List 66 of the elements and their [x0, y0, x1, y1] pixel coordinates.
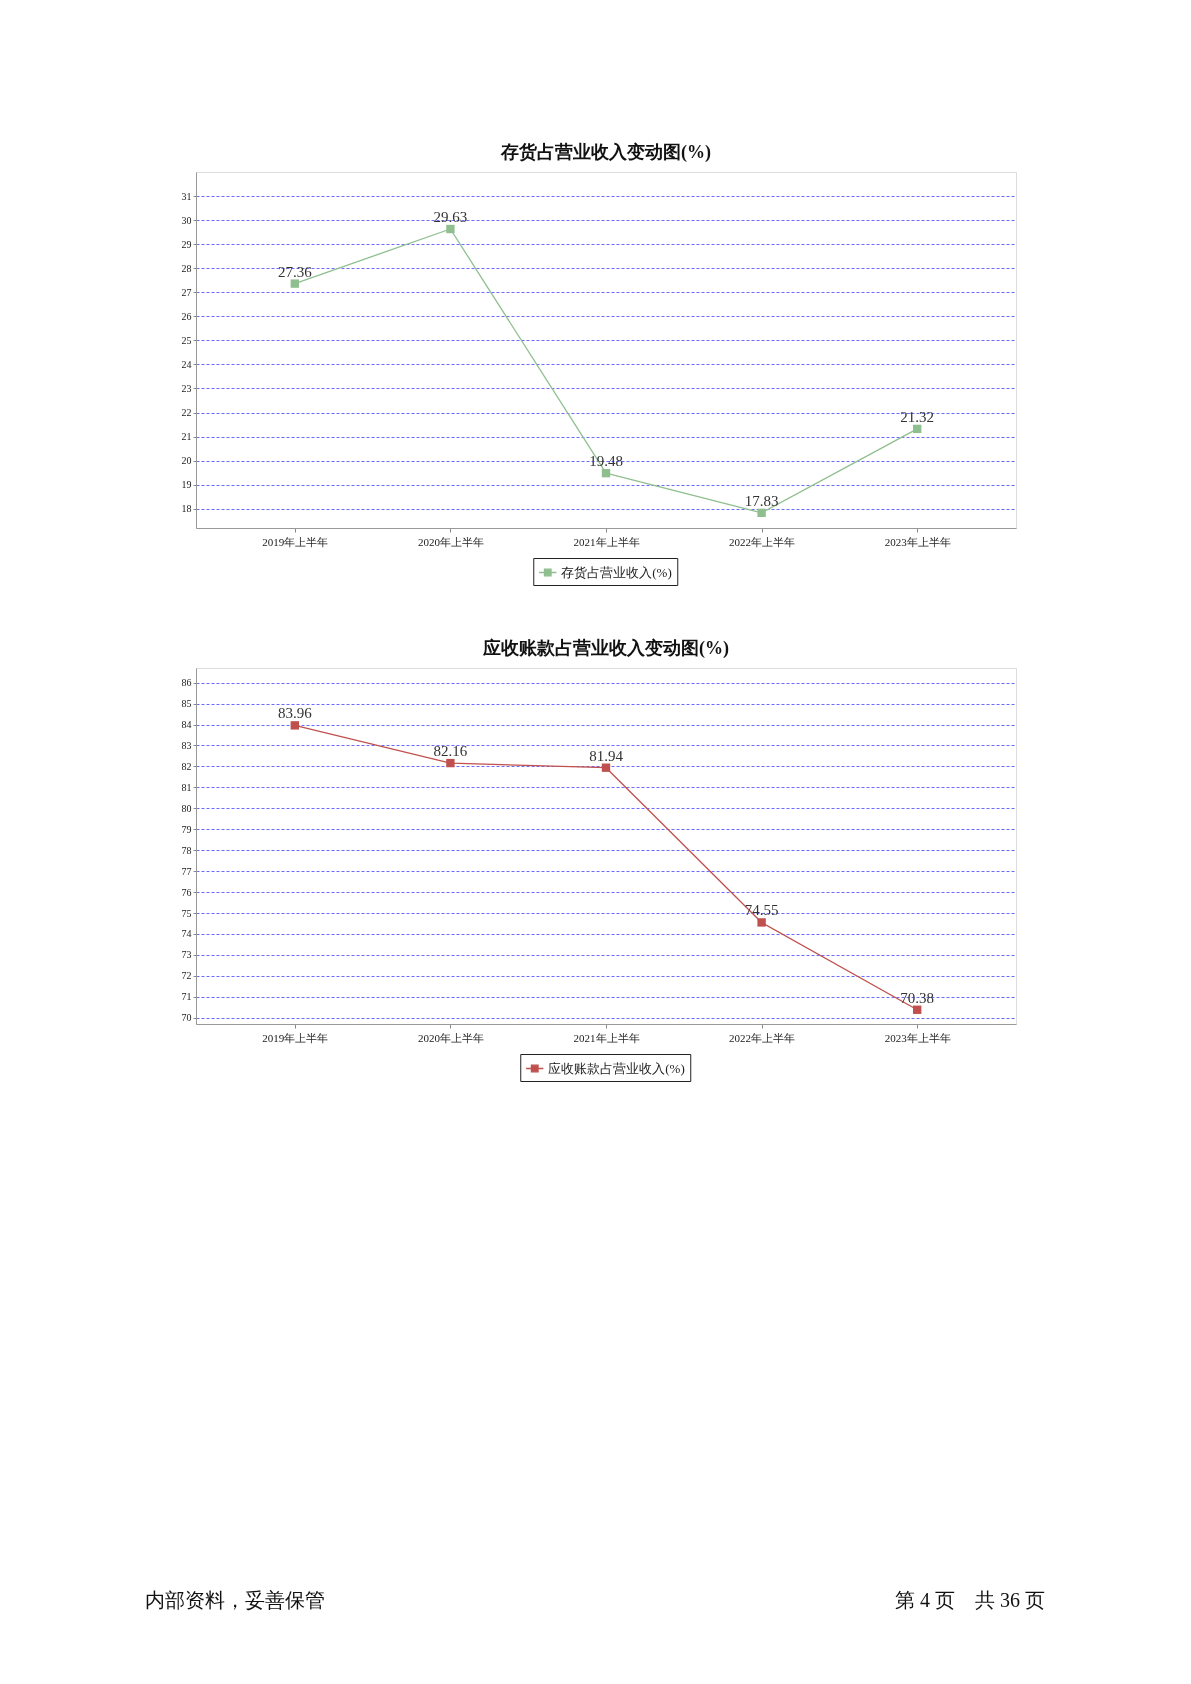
- text: 内部资料，妥善保管: [145, 1589, 325, 1611]
- point: [913, 424, 922, 434]
- y-tick-label: 26: [181, 310, 192, 322]
- y-tick-label: 71: [181, 991, 192, 1003]
- chart-title: 应收账款占营业收入变动图(%): [482, 638, 729, 659]
- point: [913, 1005, 922, 1014]
- y-tick-label: 82: [181, 760, 192, 772]
- x-tick-label: 2022年上半年: [729, 1031, 796, 1044]
- data-label: 29.63: [433, 209, 468, 226]
- x-tick-label: 2020年上半年: [417, 1031, 484, 1044]
- y-tick-label: 78: [181, 844, 192, 856]
- y-tick-label: 25: [181, 334, 192, 346]
- y-tick-label: 80: [181, 802, 192, 814]
- data-label: 17.83: [744, 492, 779, 509]
- x-tick-label: 2019年上半年: [262, 535, 329, 548]
- x-tick-label: 2022年上半年: [729, 535, 796, 548]
- y-tick-label: 77: [181, 865, 192, 877]
- y-tick-label: 31: [181, 190, 192, 202]
- y-tick-label: 74: [181, 928, 192, 940]
- point: [757, 918, 766, 927]
- y-tick-label: 20: [181, 455, 192, 467]
- y-tick-label: 29: [181, 238, 192, 250]
- data-label: 21.32: [900, 408, 935, 425]
- y-tick-label: 72: [181, 970, 192, 982]
- y-tick-label: 24: [181, 358, 192, 370]
- data-label: 82.16: [433, 743, 468, 760]
- data-label: 70.38: [900, 989, 935, 1006]
- point: [601, 763, 611, 772]
- y-tick-label: 85: [181, 698, 192, 710]
- point: [446, 758, 455, 768]
- y-tick-label: 84: [181, 719, 192, 731]
- x-tick-label: 2020年上半年: [417, 535, 484, 548]
- y-tick-label: 23: [181, 382, 192, 394]
- point: [290, 721, 299, 730]
- y-tick-label: 27: [181, 286, 192, 298]
- point: [601, 468, 611, 478]
- text: 第 4 页 共 36 页: [895, 1589, 1045, 1611]
- data-label: 19.48: [589, 453, 623, 470]
- data-label: 81.94: [589, 747, 624, 764]
- data-label: 83.96: [277, 705, 313, 722]
- x-tick-label: 2023年上半年: [884, 1031, 951, 1044]
- x-tick-label: 2023年上半年: [884, 535, 951, 548]
- y-tick-label: 30: [181, 214, 192, 226]
- y-tick-label: 73: [181, 949, 192, 961]
- y-tick-label: 81: [181, 781, 192, 793]
- y-tick-label: 21: [181, 431, 192, 443]
- y-tick-label: 76: [181, 886, 192, 898]
- y-tick-label: 28: [181, 262, 192, 274]
- y-tick-label: 22: [181, 407, 192, 419]
- y-tick-label: 18: [181, 503, 192, 515]
- y-tick-label: 79: [181, 823, 192, 835]
- y-tick-label: 86: [181, 677, 192, 689]
- y-tick-label: 19: [181, 479, 192, 491]
- data-label: 27.36: [277, 263, 313, 280]
- y-tick-label: 83: [181, 739, 192, 751]
- legend-label: 应收账款占营业收入(%): [548, 1060, 685, 1076]
- point: [446, 224, 455, 234]
- y-tick-label: 75: [181, 907, 192, 919]
- chart-title: 存货占营业收入变动图(%): [500, 142, 711, 163]
- x-tick-label: 2021年上半年: [573, 1031, 640, 1044]
- x-tick-label: 2019年上半年: [262, 1031, 329, 1044]
- point: [757, 508, 766, 518]
- point: [290, 279, 299, 288]
- x-tick-label: 2021年上半年: [573, 535, 640, 548]
- legend-label: 存货占营业收入(%): [561, 564, 672, 580]
- y-tick-label: 70: [181, 1012, 192, 1024]
